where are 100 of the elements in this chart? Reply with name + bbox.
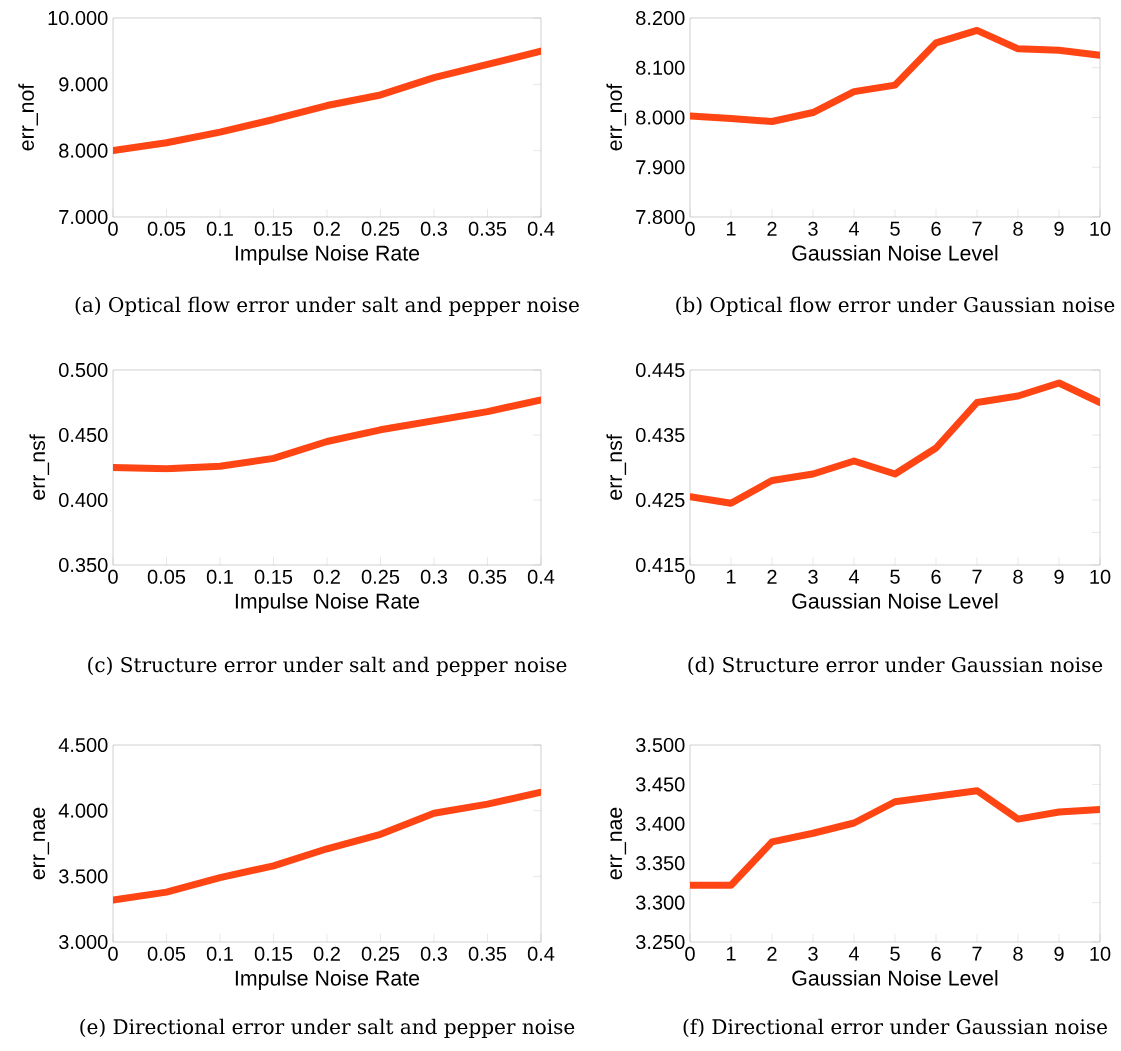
x-tick-label: 6 xyxy=(931,221,941,236)
x-tick-label: 8 xyxy=(1013,569,1023,584)
x-tick-label: 0.1 xyxy=(206,221,233,236)
x-tick-label: 9 xyxy=(1054,569,1064,584)
x-tick-label: 2 xyxy=(767,221,777,236)
y-axis-title: err_nof xyxy=(606,83,627,151)
y-tick-label: 8.100 xyxy=(636,60,685,75)
x-tick-label: 0.25 xyxy=(361,569,400,584)
y-tick-label: 0.445 xyxy=(636,362,685,378)
x-tick-label: 1 xyxy=(726,569,736,584)
x-tick-label: 0.4 xyxy=(527,946,555,961)
x-tick-label: 0 xyxy=(108,946,118,961)
x-tick-label: 4 xyxy=(848,569,859,584)
x-tick-label: 5 xyxy=(890,221,900,236)
x-tick-label: 7 xyxy=(972,946,982,961)
x-tick-label: 0 xyxy=(685,569,695,584)
x-tick-label: 8 xyxy=(1013,221,1023,236)
x-tick-label: 0.2 xyxy=(313,569,340,584)
x-tick-label: 0.15 xyxy=(254,946,293,961)
x-tick-label: 0.25 xyxy=(361,946,400,961)
text: (c) Structure error under salt and pepper noise xyxy=(88,656,567,677)
x-tick-label: 9 xyxy=(1054,221,1064,236)
x-tick-label: 0.15 xyxy=(254,569,293,584)
x-tick-label: 8 xyxy=(1013,946,1023,961)
y-tick-label: 8.000 xyxy=(636,110,685,125)
y-tick-label: 8.000 xyxy=(59,143,108,158)
x-tick-label: 0.3 xyxy=(420,221,448,236)
y-tick-label: 9.000 xyxy=(59,77,108,92)
y-tick-label: 4.000 xyxy=(58,803,108,818)
x-axis-title: Impulse Noise Rate xyxy=(235,970,420,990)
x-tick-label: 0.05 xyxy=(147,946,186,961)
y-tick-label: 7.800 xyxy=(636,209,685,225)
x-tick-label: 0.4 xyxy=(527,569,555,584)
x-tick-label: 0.05 xyxy=(147,569,186,584)
x-tick-label: 4 xyxy=(848,946,859,961)
x-axis-title: Gaussian Noise Level xyxy=(792,593,998,609)
y-tick-label: 3.450 xyxy=(636,777,685,792)
x-tick-label: 0.4 xyxy=(527,221,555,236)
x-tick-label: 0.35 xyxy=(468,221,507,236)
x-tick-label: 0.1 xyxy=(206,946,233,961)
x-tick-label: 0.3 xyxy=(420,946,448,961)
y-tick-label: 3.500 xyxy=(636,737,685,753)
x-tick-label: 1 xyxy=(726,221,736,236)
x-tick-label: 7 xyxy=(972,569,982,584)
x-tick-label: 0 xyxy=(108,221,118,236)
x-tick-label: 0.15 xyxy=(254,221,293,236)
x-tick-label: 10 xyxy=(1090,569,1111,584)
y-axis-title: err_nsf xyxy=(606,434,627,500)
y-tick-label: 3.350 xyxy=(636,856,685,871)
x-tick-label: 3 xyxy=(808,946,818,961)
text: (e) Directional error under salt and pepper noise xyxy=(80,1018,575,1039)
y-tick-label: 3.400 xyxy=(636,816,685,831)
x-tick-label: 3 xyxy=(808,569,818,584)
text: (f) Directional error under Gaussian noise xyxy=(683,1018,1107,1038)
x-tick-label: 10 xyxy=(1090,946,1111,961)
y-axis-title: err_nsf xyxy=(29,434,50,500)
x-tick-label: 5 xyxy=(890,569,900,584)
y-tick-label: 0.425 xyxy=(636,492,685,508)
y-tick-label: 0.415 xyxy=(636,557,685,573)
x-tick-label: 0.35 xyxy=(468,569,507,584)
x-tick-label: 2 xyxy=(767,946,777,961)
x-tick-label: 0.25 xyxy=(361,221,400,236)
x-tick-label: 3 xyxy=(808,221,818,236)
y-tick-label: 3.000 xyxy=(59,934,108,950)
y-tick-label: 3.250 xyxy=(636,934,685,950)
y-axis-title: err_nae xyxy=(33,807,50,880)
x-tick-label: 0.3 xyxy=(420,569,448,584)
x-tick-label: 9 xyxy=(1054,946,1064,961)
y-tick-label: 0.500 xyxy=(59,362,108,378)
y-tick-label: 8.200 xyxy=(636,10,685,26)
x-tick-label: 0 xyxy=(108,569,118,584)
x-tick-label: 6 xyxy=(931,569,941,584)
y-tick-label: 4.500 xyxy=(58,737,108,753)
text: (d) Structure error under Gaussian noise xyxy=(688,656,1103,676)
y-tick-label: 0.350 xyxy=(59,557,108,573)
x-tick-label: 1 xyxy=(726,946,736,961)
x-tick-label: 5 xyxy=(890,946,900,961)
x-tick-label: 0.2 xyxy=(313,221,340,236)
y-axis-title: err_nae xyxy=(610,807,627,880)
y-tick-label: 3.500 xyxy=(59,869,108,884)
y-tick-label: 3.300 xyxy=(636,895,685,910)
x-axis-title: Gaussian Noise Level xyxy=(792,970,998,986)
x-axis-title: Gaussian Noise Level xyxy=(792,245,998,261)
y-tick-label: 0.435 xyxy=(636,427,685,443)
x-tick-label: 10 xyxy=(1090,221,1111,236)
x-tick-label: 4 xyxy=(848,221,859,236)
x-tick-label: 0.05 xyxy=(147,221,186,236)
x-tick-label: 0 xyxy=(685,221,695,236)
text: (b) Optical flow error under Gaussian noise xyxy=(676,296,1115,317)
x-tick-label: 7 xyxy=(972,221,982,236)
y-tick-label: 0.400 xyxy=(59,492,108,508)
y-tick-label: 10.000 xyxy=(48,10,108,26)
y-tick-label: 7.900 xyxy=(636,160,685,175)
y-tick-label: 0.450 xyxy=(59,427,108,443)
x-tick-label: 0.1 xyxy=(206,569,233,584)
y-tick-label: 7.000 xyxy=(59,209,108,225)
x-axis-title: Impulse Noise Rate xyxy=(235,593,420,613)
x-tick-label: 2 xyxy=(767,569,777,584)
x-axis-title: Impulse Noise Rate xyxy=(235,245,420,265)
x-tick-label: 0.35 xyxy=(468,946,507,961)
